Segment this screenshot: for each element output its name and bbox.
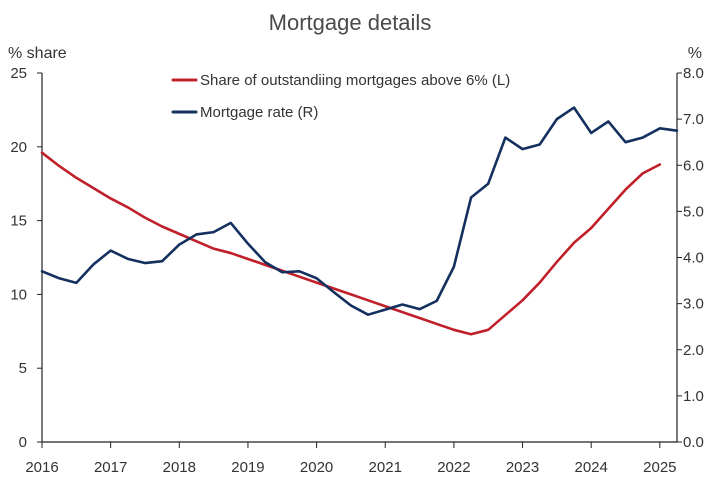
y-tick-label: 10 bbox=[10, 286, 27, 303]
y-tick-label: 0 bbox=[19, 434, 27, 451]
right-axis-title: % bbox=[688, 45, 702, 62]
x-tick-label: 2024 bbox=[575, 459, 608, 476]
chart-title: Mortgage details bbox=[269, 10, 432, 35]
x-tick-label: 2018 bbox=[163, 459, 196, 476]
x-tick-label: 2016 bbox=[25, 459, 58, 476]
right-y-axis: 0.0 1.0 2.0 3.0 4.0 5.0 6.0 7.0 8.0 bbox=[677, 65, 704, 451]
x-tick-label: 2025 bbox=[643, 459, 676, 476]
x-tick-label: 2017 bbox=[94, 459, 127, 476]
left-axis-title: % share bbox=[8, 45, 67, 62]
y2-tick-label: 8.0 bbox=[683, 65, 704, 82]
x-axis: 2016 2017 2018 2019 2020 2021 2022 2023 2024 2025 bbox=[25, 442, 677, 476]
series-line-1 bbox=[40, 151, 662, 336]
left-y-axis: 0 5 10 15 20 25 bbox=[10, 65, 42, 451]
x-tick-label: 2021 bbox=[369, 459, 402, 476]
y2-tick-label: 5.0 bbox=[683, 203, 704, 220]
y2-tick-label: 0.0 bbox=[683, 434, 704, 451]
y-tick-label: 5 bbox=[19, 360, 27, 377]
x-tick-label: 2023 bbox=[506, 459, 539, 476]
series-line-2 bbox=[40, 106, 679, 316]
x-tick-label: 2019 bbox=[231, 459, 264, 476]
legend-label-2: Mortgage rate (R) bbox=[200, 104, 318, 121]
y2-tick-label: 7.0 bbox=[683, 111, 704, 128]
y2-tick-label: 2.0 bbox=[683, 342, 704, 359]
y2-tick-label: 1.0 bbox=[683, 388, 704, 405]
y-tick-label: 25 bbox=[10, 65, 27, 82]
y2-tick-label: 4.0 bbox=[683, 250, 704, 267]
x-tick-label: 2022 bbox=[437, 459, 470, 476]
legend-label-1: Share of outstandiing mortgages above 6%… bbox=[200, 72, 510, 89]
x-tick-label: 2020 bbox=[300, 459, 333, 476]
y2-tick-label: 3.0 bbox=[683, 296, 704, 313]
series-lines bbox=[40, 106, 679, 336]
y-tick-label: 20 bbox=[10, 139, 27, 156]
chart-legend: Share of outstandiing mortgages above 6%… bbox=[171, 72, 510, 121]
plot-frame bbox=[41, 73, 678, 443]
y2-tick-label: 6.0 bbox=[683, 157, 704, 174]
y-tick-label: 15 bbox=[10, 213, 27, 230]
